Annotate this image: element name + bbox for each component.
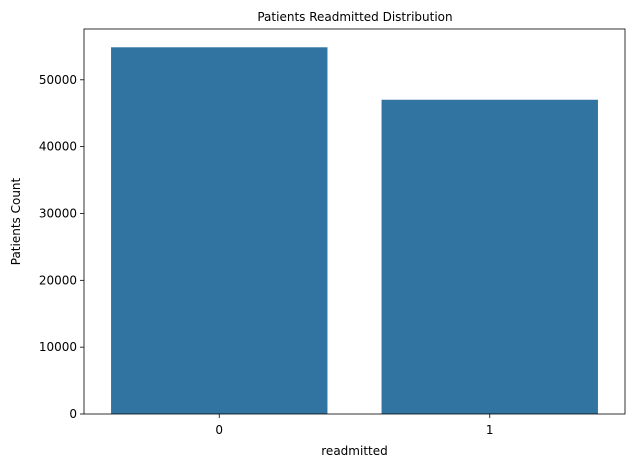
y-tick-label-50000: 50000 [39, 73, 77, 87]
y-tick-label-10000: 10000 [39, 340, 77, 354]
y-tick-label-30000: 30000 [39, 206, 77, 220]
plot-frame [83, 28, 626, 415]
y-tick-label-0: 0 [69, 407, 77, 421]
x-tick-label-1: 1 [486, 423, 494, 437]
x-tick-label-0: 0 [215, 423, 223, 437]
y-tick-label-20000: 20000 [39, 273, 77, 287]
bar-0 [111, 47, 328, 414]
y-tick-label-40000: 40000 [39, 140, 77, 154]
bar-1 [381, 99, 598, 415]
x-axis-label: readmitted [321, 444, 387, 458]
bars-group [111, 47, 598, 415]
y-axis-label: Patients Count [9, 177, 23, 265]
y-axis-ticks: 0 10000 20000 30000 40000 50000 [39, 73, 84, 421]
chart-title: Patients Readmitted Distribution [257, 10, 452, 24]
